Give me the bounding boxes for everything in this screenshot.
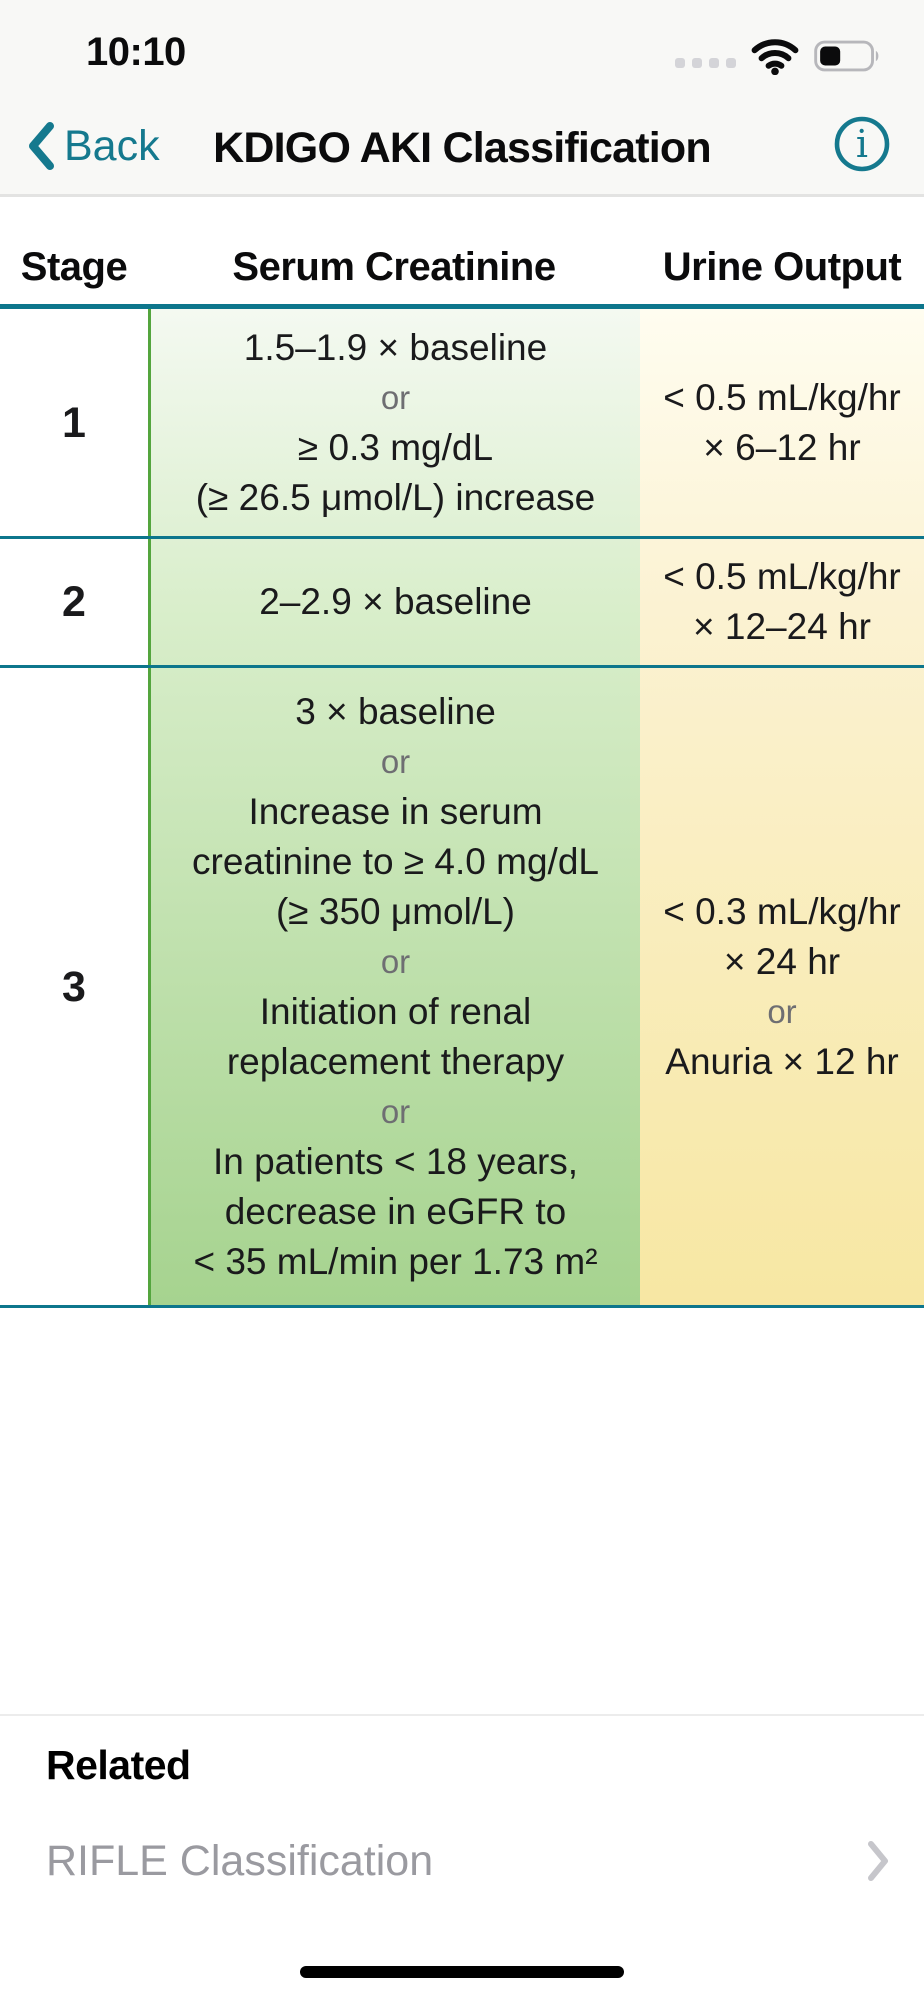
- table-header-urine-output: Urine Output: [662, 245, 902, 289]
- or-separator: or: [380, 742, 411, 780]
- criterion-line: < 0.5 mL/kg/hr: [663, 376, 901, 418]
- table-header-serum-creatinine: Serum Creatinine: [232, 245, 556, 289]
- criterion-line: Initiation of renal: [259, 990, 532, 1032]
- chevron-left-icon: [29, 122, 54, 170]
- criterion-line: ≥ 0.3 mg/dL: [297, 426, 494, 468]
- back-label: Back: [64, 121, 160, 170]
- table-header-stage: Stage: [20, 245, 128, 289]
- or-separator: or: [767, 992, 797, 1030]
- battery-icon: [814, 40, 879, 72]
- kdigo-table-body: 1 1.5–1.9 × baseline or ≥ 0.3 mg/dL (≥ 26.5…: [0, 309, 924, 1308]
- chevron-right-icon: [868, 1841, 888, 1881]
- table-row-stage-2: 2 2–2.9 × baseline < 0.5 mL/kg/hr × 12–24…: [0, 536, 924, 665]
- stage-number: 2: [62, 578, 86, 626]
- criterion-line: Anuria × 12 hr: [665, 1040, 899, 1082]
- criterion-line: < 0.5 mL/kg/hr: [663, 556, 901, 597]
- table-row-stage-3: 3 3 × baseline or Increase in serum creatin…: [0, 665, 924, 1305]
- page-title: KDIGO AKI Classification: [213, 124, 711, 172]
- criterion-line: 1.5–1.9 × baseline: [243, 326, 548, 368]
- criterion-line: (≥ 26.5 μmol/L) increase: [195, 476, 596, 518]
- or-separator: or: [380, 942, 411, 980]
- criterion-line: 3 × baseline: [295, 690, 496, 732]
- table-row-stage-1: 1 1.5–1.9 × baseline or ≥ 0.3 mg/dL (≥ 26.5…: [0, 309, 924, 536]
- related-item-label: RIFLE Classification: [46, 1836, 434, 1885]
- home-indicator[interactable]: [300, 1966, 624, 1978]
- criterion-line: creatinine to ≥ 4.0 mg/dL: [192, 840, 599, 882]
- svg-text:i: i: [856, 122, 868, 166]
- criterion-line: Increase in serum: [248, 790, 543, 832]
- wifi-icon: [751, 39, 799, 75]
- criterion-line: (≥ 350 μmol/L): [275, 890, 516, 932]
- urine-output-cell: < 0.3 mL/kg/hr × 24 hr or Anuria × 12 hr: [640, 668, 924, 1305]
- or-separator: or: [380, 378, 411, 416]
- criterion-line: decrease in eGFR to: [224, 1190, 567, 1232]
- stage-number: 1: [62, 398, 86, 447]
- criterion-line: replacement therapy: [226, 1040, 565, 1082]
- or-separator: or: [380, 1092, 411, 1130]
- criterion-line: < 35 mL/min per 1.73 m²: [193, 1240, 598, 1282]
- criterion-line: In patients < 18 years,: [212, 1140, 579, 1182]
- related-item-rifle-classification[interactable]: RIFLE Classification: [0, 1831, 924, 1891]
- back-button[interactable]: Back: [26, 116, 160, 176]
- urine-output-cell: < 0.5 mL/kg/hr × 12–24 hr: [640, 539, 924, 665]
- cellular-signal-icon: [675, 58, 736, 68]
- info-icon: i: [834, 116, 890, 172]
- criterion-line: × 6–12 hr: [703, 426, 861, 468]
- table-header-row: Stage Serum Creatinine Urine Output: [0, 197, 924, 309]
- top-chrome: 10:10 Back KDIGO AKI Classific: [0, 0, 924, 197]
- status-time: 10:10: [86, 30, 186, 74]
- info-button[interactable]: i: [832, 114, 892, 174]
- related-section: Related RIFLE Classification: [0, 1714, 924, 1934]
- related-section-title: Related: [46, 1742, 191, 1788]
- criterion-line: × 12–24 hr: [693, 606, 871, 647]
- criterion-line: 2–2.9 × baseline: [259, 581, 532, 622]
- serum-creatinine-cell: 1.5–1.9 × baseline or ≥ 0.3 mg/dL (≥ 26.5 μ…: [148, 309, 640, 536]
- stage-number: 3: [62, 962, 86, 1011]
- criterion-line: × 24 hr: [723, 940, 841, 982]
- serum-creatinine-cell: 2–2.9 × baseline: [148, 539, 640, 665]
- status-icons: [675, 34, 882, 78]
- criterion-line: < 0.3 mL/kg/hr: [663, 890, 901, 932]
- serum-creatinine-cell: 3 × baseline or Increase in serum creatinin…: [148, 668, 640, 1305]
- urine-output-cell: < 0.5 mL/kg/hr × 6–12 hr: [640, 309, 924, 536]
